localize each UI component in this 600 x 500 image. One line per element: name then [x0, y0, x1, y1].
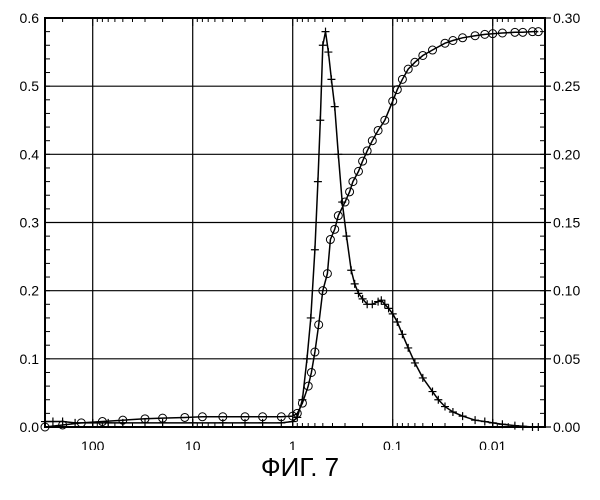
y-right-tick-label: 0.30 — [553, 10, 580, 26]
y-left-tick-label: 0.6 — [20, 10, 40, 26]
y-left-tick-label: 0.0 — [20, 419, 40, 435]
x-tick-label: 1 — [289, 438, 297, 450]
plus-marker — [338, 198, 346, 206]
series — [41, 28, 542, 431]
chart: 100 10 1 0.1 0.01 0.0 0.1 0.2 0.3 0.4 0.5 0.6 0.00 0.… — [0, 0, 600, 450]
plus-marker — [303, 355, 311, 363]
plus-marker — [342, 232, 350, 240]
series-line-2 — [45, 32, 538, 427]
plus-marker — [398, 330, 406, 338]
x-tick-label: 100 — [81, 438, 105, 450]
plus-marker — [324, 48, 332, 56]
y-left-tick-label: 0.5 — [20, 78, 40, 94]
figure-caption: ФИГ. 7 — [0, 452, 600, 483]
plus-marker — [49, 418, 57, 426]
plus-marker — [327, 75, 335, 83]
y-right-tick-label: 0.00 — [553, 419, 580, 435]
plus-marker — [314, 178, 322, 186]
plus-marker — [334, 150, 342, 158]
plus-marker — [471, 416, 479, 424]
y-left-tick-label: 0.4 — [20, 146, 40, 162]
plus-marker — [393, 318, 401, 326]
y-left-tick-label: 0.2 — [20, 283, 40, 299]
plus-marker — [459, 412, 467, 420]
plus-marker — [404, 344, 412, 352]
series-line-1 — [45, 32, 538, 427]
plus-marker — [319, 41, 327, 49]
y-left-tick-label: 0.3 — [20, 215, 40, 231]
plus-marker — [316, 116, 324, 124]
plus-marker — [411, 359, 419, 367]
plus-marker — [347, 266, 355, 274]
plus-marker — [331, 103, 339, 111]
plus-marker — [311, 246, 319, 254]
x-tick-label: 10 — [185, 438, 201, 450]
x-tick-label: 0.1 — [383, 438, 403, 450]
plus-marker — [307, 314, 315, 322]
x-tick-label: 0.01 — [479, 438, 506, 450]
y-left-tick-label: 0.1 — [20, 351, 40, 367]
y-right-tick-label: 0.15 — [553, 215, 580, 231]
y-right-tick-label: 0.10 — [553, 283, 580, 299]
y-right-tick-label: 0.20 — [553, 146, 580, 162]
tick-labels: 100 10 1 0.1 0.01 0.0 0.1 0.2 0.3 0.4 0.5 0.6 0.00 0.… — [20, 10, 581, 450]
plus-marker — [481, 418, 489, 426]
y-right-tick-label: 0.25 — [553, 78, 580, 94]
plus-marker — [322, 28, 330, 36]
y-right-tick-label: 0.05 — [553, 351, 580, 367]
plus-marker — [351, 280, 359, 288]
grid — [45, 18, 545, 427]
